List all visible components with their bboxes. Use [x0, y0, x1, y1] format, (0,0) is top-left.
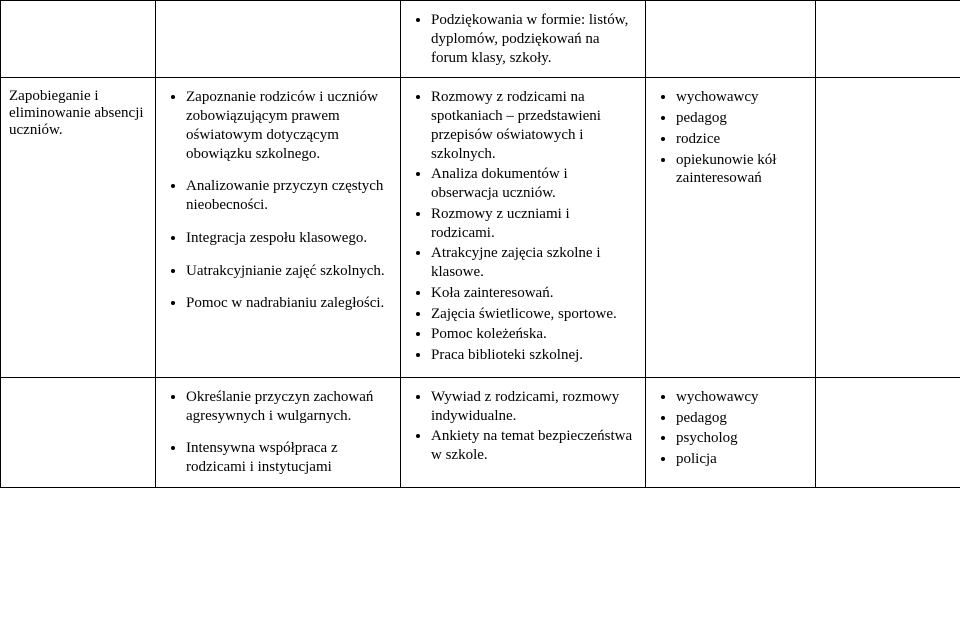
list-item: Ankiety na temat bezpieczeństwa w szkole…	[431, 427, 637, 465]
list-item: Wywiad z rodzicami, rozmowy indywidualne…	[431, 388, 637, 426]
list-item: Praca biblioteki szkolnej.	[431, 346, 637, 365]
list-item: Podziękowania w formie: listów, dyplomów…	[431, 11, 637, 67]
bullet-list: wychowawcy pedagog rodzice opiekunowie k…	[654, 88, 807, 188]
bullet-list: Określanie przyczyn zachowań agresywnych…	[164, 388, 392, 477]
cell-r2-b: Zapoznanie rodziców i uczniów zobowiązuj…	[156, 78, 401, 378]
cell-r3-a	[1, 377, 156, 487]
list-item: psycholog	[676, 429, 807, 448]
list-item: Atrakcyjne zajęcia szkolne i klasowe.	[431, 244, 637, 282]
list-item: Pomoc koleżeńska.	[431, 325, 637, 344]
table-row: Zapobieganie i eliminowanie absencji ucz…	[1, 78, 960, 378]
list-item: pedagog	[676, 109, 807, 128]
list-item: Pomoc w nadrabianiu zaległości.	[186, 294, 392, 313]
list-item: pedagog	[676, 409, 807, 428]
list-item: wychowawcy	[676, 88, 807, 107]
list-item: Określanie przyczyn zachowań agresywnych…	[186, 388, 392, 426]
list-item: Rozmowy z uczniami i rodzicami.	[431, 205, 637, 243]
bullet-list: Wywiad z rodzicami, rozmowy indywidualne…	[409, 388, 637, 465]
bullet-list: Zapoznanie rodziców i uczniów zobowiązuj…	[164, 88, 392, 313]
list-item: wychowawcy	[676, 388, 807, 407]
cell-r3-e	[816, 377, 960, 487]
list-item: rodzice	[676, 130, 807, 149]
cell-r2-c: Rozmowy z rodzicami na spotkaniach – prz…	[401, 78, 646, 378]
table-row: Podziękowania w formie: listów, dyplomów…	[1, 1, 960, 78]
cell-r2-d: wychowawcy pedagog rodzice opiekunowie k…	[646, 78, 816, 378]
cell-r2-e	[816, 78, 960, 378]
list-item: Zapoznanie rodziców i uczniów zobowiązuj…	[186, 88, 392, 163]
list-item: Rozmowy z rodzicami na spotkaniach – prz…	[431, 88, 637, 163]
cell-r1-e	[816, 1, 960, 78]
list-item: Koła zainteresowań.	[431, 284, 637, 303]
bullet-list: wychowawcy pedagog psycholog policja	[654, 388, 807, 469]
list-item: Integracja zespołu klasowego.	[186, 229, 392, 248]
list-item: opiekunowie kół zainteresowań	[676, 151, 807, 189]
document-table: Podziękowania w formie: listów, dyplomów…	[0, 0, 960, 488]
list-item: Analiza dokumentów i obserwacja uczniów.	[431, 165, 637, 203]
table-row: Określanie przyczyn zachowań agresywnych…	[1, 377, 960, 487]
cell-r1-b	[156, 1, 401, 78]
list-item: Uatrakcyjnianie zajęć szkolnych.	[186, 262, 392, 281]
cell-r1-a	[1, 1, 156, 78]
cell-r2-a: Zapobieganie i eliminowanie absencji ucz…	[1, 78, 156, 378]
row-label: Zapobieganie i eliminowanie absencji ucz…	[9, 88, 144, 138]
cell-r1-d	[646, 1, 816, 78]
list-item: Zajęcia świetlicowe, sportowe.	[431, 305, 637, 324]
cell-r1-c: Podziękowania w formie: listów, dyplomów…	[401, 1, 646, 78]
cell-r3-c: Wywiad z rodzicami, rozmowy indywidualne…	[401, 377, 646, 487]
list-item: policja	[676, 450, 807, 469]
list-item: Analizowanie przyczyn częstych nieobecno…	[186, 177, 392, 215]
bullet-list: Podziękowania w formie: listów, dyplomów…	[409, 11, 637, 67]
cell-r3-b: Określanie przyczyn zachowań agresywnych…	[156, 377, 401, 487]
cell-r3-d: wychowawcy pedagog psycholog policja	[646, 377, 816, 487]
list-item: Intensywna współpraca z rodzicami i inst…	[186, 439, 392, 477]
bullet-list: Rozmowy z rodzicami na spotkaniach – prz…	[409, 88, 637, 365]
